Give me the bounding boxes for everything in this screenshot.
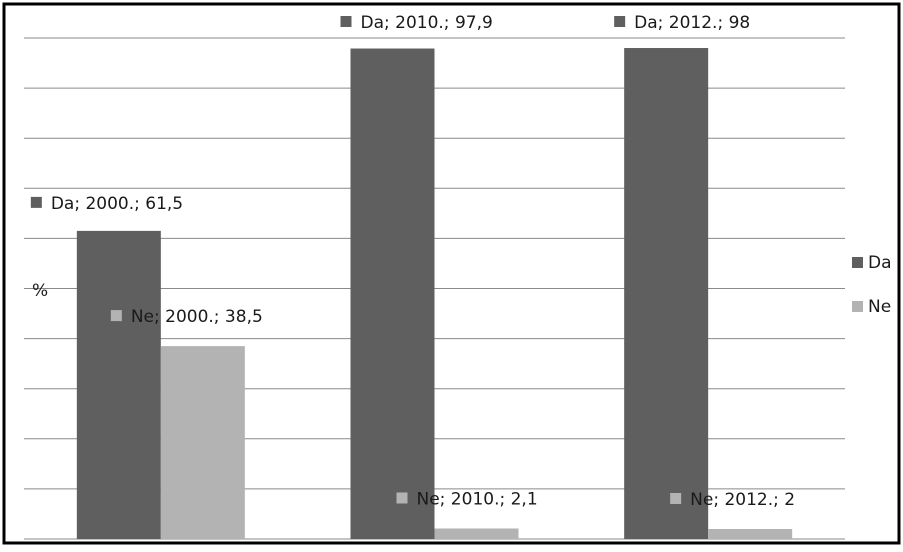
data-label-marker bbox=[31, 197, 42, 208]
data-label-marker bbox=[111, 310, 122, 321]
bar-ne-2 bbox=[708, 529, 792, 539]
data-label-marker bbox=[397, 492, 408, 503]
legend-marker-ne bbox=[852, 301, 863, 312]
bar-da-2 bbox=[624, 48, 708, 539]
data-label: Da; 2010.; 97,9 bbox=[361, 13, 493, 33]
data-label: Da; 2000.; 61,5 bbox=[51, 194, 183, 214]
y-axis-label: % bbox=[32, 281, 48, 301]
data-label-marker bbox=[614, 16, 625, 27]
legend-label-ne: Ne bbox=[868, 297, 891, 317]
bar-ne-1 bbox=[435, 528, 519, 539]
legend-marker-da bbox=[852, 257, 863, 268]
data-label: Da; 2012.; 98 bbox=[634, 13, 750, 33]
data-label: Ne; 2000.; 38,5 bbox=[131, 307, 263, 327]
bar-ne-0 bbox=[161, 346, 245, 539]
bar-da-0 bbox=[77, 231, 161, 539]
data-label: Ne; 2012.; 2 bbox=[690, 490, 795, 510]
data-label-marker bbox=[670, 493, 681, 504]
data-label-marker bbox=[341, 16, 352, 27]
bar-da-1 bbox=[351, 49, 435, 539]
legend-label-da: Da bbox=[868, 253, 892, 273]
data-label: Ne; 2010.; 2,1 bbox=[417, 489, 538, 509]
